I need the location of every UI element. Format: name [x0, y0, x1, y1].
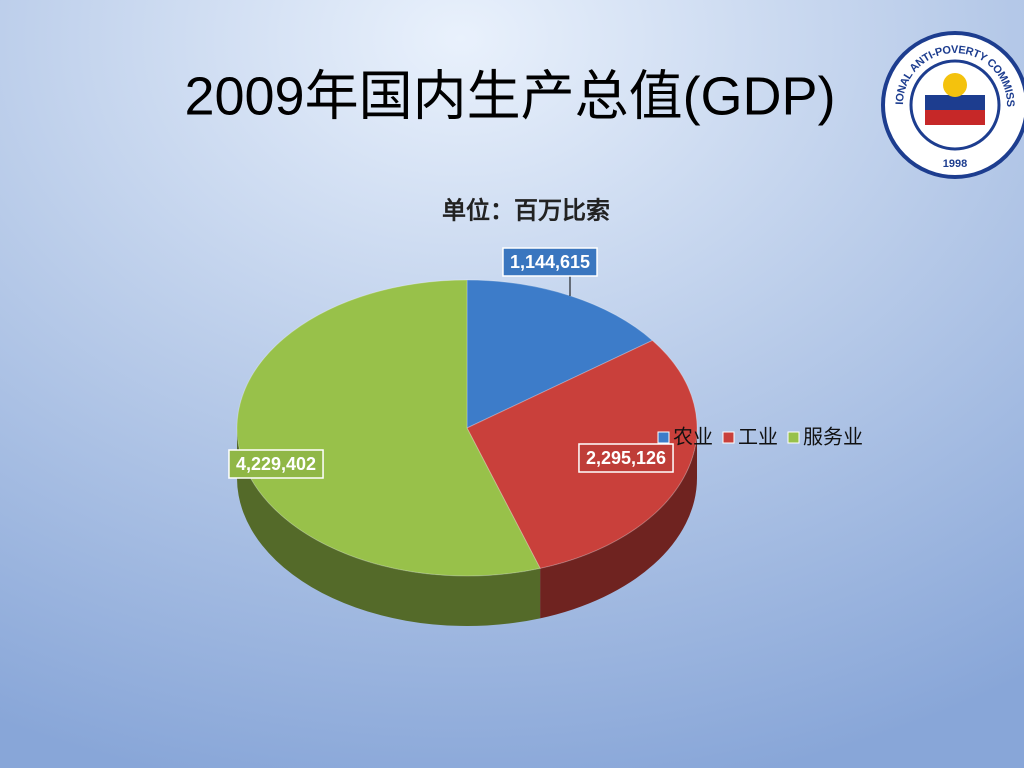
legend-swatch — [722, 431, 735, 444]
slice-side — [237, 428, 541, 626]
slide-title: 2009年国内生产总值(GDP) — [184, 66, 835, 126]
legend-label: 服务业 — [803, 425, 863, 448]
data-label: 4,229,402 — [236, 454, 316, 474]
legend-label: 农业 — [673, 425, 713, 448]
legend-swatch — [787, 431, 800, 444]
slice-side — [540, 428, 697, 619]
data-label-box — [502, 247, 598, 277]
logo-flag-top — [925, 95, 985, 110]
data-label: 2,295,126 — [586, 448, 666, 468]
legend-swatch — [657, 431, 670, 444]
legend-label: 工业 — [738, 425, 778, 448]
data-label: 1,144,615 — [510, 252, 590, 272]
logo-year: 1998 — [943, 158, 967, 170]
data-label-box — [578, 443, 674, 473]
slice — [466, 279, 654, 429]
pie-chart: 1,144,615 2,295,126 4,229,402 农业 工业 服务业 — [228, 247, 863, 626]
chart-subtitle: 单位：百万比索 — [442, 196, 610, 224]
data-label-box — [228, 449, 324, 479]
logo-sun — [943, 73, 967, 97]
